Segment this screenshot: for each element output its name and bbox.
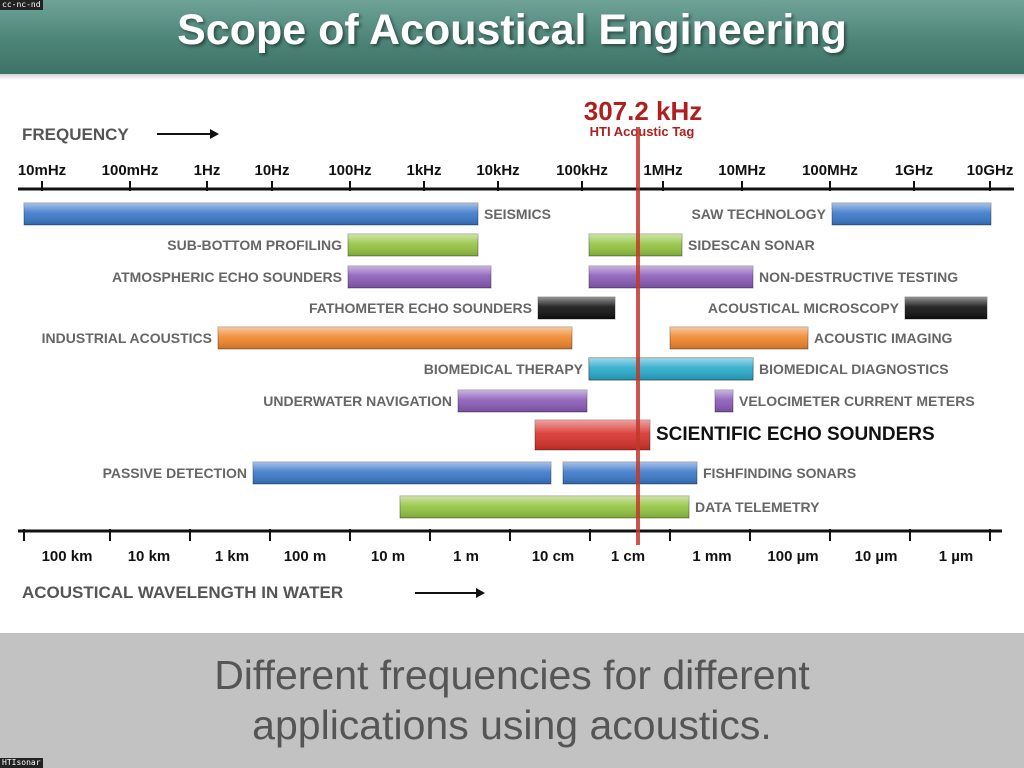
wavelength-tick-label: 1 cm [611,548,645,565]
frequency-tick-group: 10mHz 100mHz 1Hz 10Hz 100Hz 1kHz 10kHz 100kHz 1M… [18,162,1014,191]
footer-line-2: applications using acoustics. [252,702,772,748]
application-bar-gloss [905,297,987,319]
application-label: VELOCIMETER CURRENT METERS [739,393,975,409]
footer-caption: Different frequencies for different appl… [0,650,1024,750]
application-bar-gloss [715,390,733,412]
frequency-tick-label: 1MHz [643,162,682,179]
application-label: INDUSTRIAL ACOUSTICS [42,330,212,346]
wavelength-tick-label: 10 cm [532,548,575,565]
frequency-tick-label: 100Hz [328,162,371,179]
application-bar-gloss [535,420,650,450]
application-bar-gloss [538,297,615,319]
application-bar-gloss [400,496,689,518]
frequency-tick-label: 10MHz [718,162,766,179]
frequency-applications-diagram: FREQUENCY 307.2 kHz HTI Acoustic Tag 10m… [18,96,1014,602]
application-bar-gloss [24,203,478,225]
wavelength-tick-label: 1 m [453,548,479,565]
source-tag: HTIsonar [0,758,43,768]
application-label: FATHOMETER ECHO SOUNDERS [309,300,532,316]
application-bar-gloss [348,266,491,288]
frequency-tick-label: 100MHz [802,162,858,179]
wavelength-axis-label: ACOUSTICAL WAVELENGTH IN WATER [22,583,343,602]
marker-label: HTI Acoustic Tag [590,124,695,139]
application-bar-gloss [670,327,808,349]
application-label: SUB-BOTTOM PROFILING [167,237,342,253]
application-label: SAW TECHNOLOGY [691,206,826,222]
application-bar-gloss [563,462,697,484]
wavelength-tick-label: 10 µm [855,548,898,565]
application-label: SIDESCAN SONAR [688,237,815,253]
frequency-tick-label: 1kHz [406,162,441,179]
footer-band [0,633,1024,768]
application-label: DATA TELEMETRY [695,499,820,515]
frequency-tick-label: 10GHz [967,162,1014,179]
application-label: UNDERWATER NAVIGATION [263,393,452,409]
application-label: SCIENTIFIC ECHO SOUNDERS [656,424,935,445]
license-tag: cc-nc-nd [0,0,43,10]
footer-line-1: Different frequencies for different [214,652,810,698]
application-label: FISHFINDING SONARS [703,465,856,481]
wavelength-tick-label: 10 m [371,548,405,565]
wavelength-tick-label: 1 km [215,548,249,565]
frequency-tick-label: 10kHz [476,162,519,179]
frequency-axis-label: FREQUENCY [22,125,129,144]
application-label: BIOMEDICAL THERAPY [424,361,584,377]
wavelength-tick-label: 10 km [128,548,171,565]
title-banner [0,0,1024,74]
frequency-tick-label: 1Hz [194,162,221,179]
application-label: PASSIVE DETECTION [103,465,247,481]
wavelength-arrow-icon [415,588,485,598]
wavelength-tick-group: 100 km 10 km 1 km 100 m 10 m 1 m 10 cm 1 cm 1 mm… [23,529,991,565]
slide-title: Scope of Acoustical Engineering [177,6,847,54]
title-banner-shadow [0,74,1024,80]
application-bar-gloss [589,266,753,288]
application-label: ACOUSTIC IMAGING [814,330,953,346]
application-label: ACOUSTICAL MICROSCOPY [708,300,900,316]
application-bars: SEISMICS SUB-BOTTOM PROFILING ATMOSPHERIC … [23,202,992,519]
frequency-tick-label: 100kHz [556,162,608,179]
application-label: BIOMEDICAL DIAGNOSTICS [759,361,949,377]
application-label: ATMOSPHERIC ECHO SOUNDERS [112,269,342,285]
application-bar-gloss [832,203,991,225]
frequency-arrow-icon [157,129,219,139]
frequency-tick-label: 100mHz [102,162,159,179]
application-bar-gloss [218,327,572,349]
application-label: SEISMICS [484,206,551,222]
application-bar-gloss [589,234,682,256]
wavelength-tick-label: 1 µm [939,548,974,565]
application-label: NON-DESTRUCTIVE TESTING [759,269,958,285]
application-bar-gloss [253,462,551,484]
frequency-tick-label: 1GHz [895,162,933,179]
application-bar-gloss [458,390,587,412]
application-bar-gloss [589,358,753,380]
application-bar-gloss [348,234,478,256]
wavelength-tick-label: 100 km [42,548,93,565]
wavelength-tick-label: 100 µm [767,548,818,565]
wavelength-tick-label: 100 m [284,548,327,565]
frequency-tick-label: 10Hz [254,162,289,179]
wavelength-tick-label: 1 mm [692,548,731,565]
frequency-tick-label: 10mHz [18,162,66,179]
marker-frequency-value: 307.2 kHz [584,96,703,126]
